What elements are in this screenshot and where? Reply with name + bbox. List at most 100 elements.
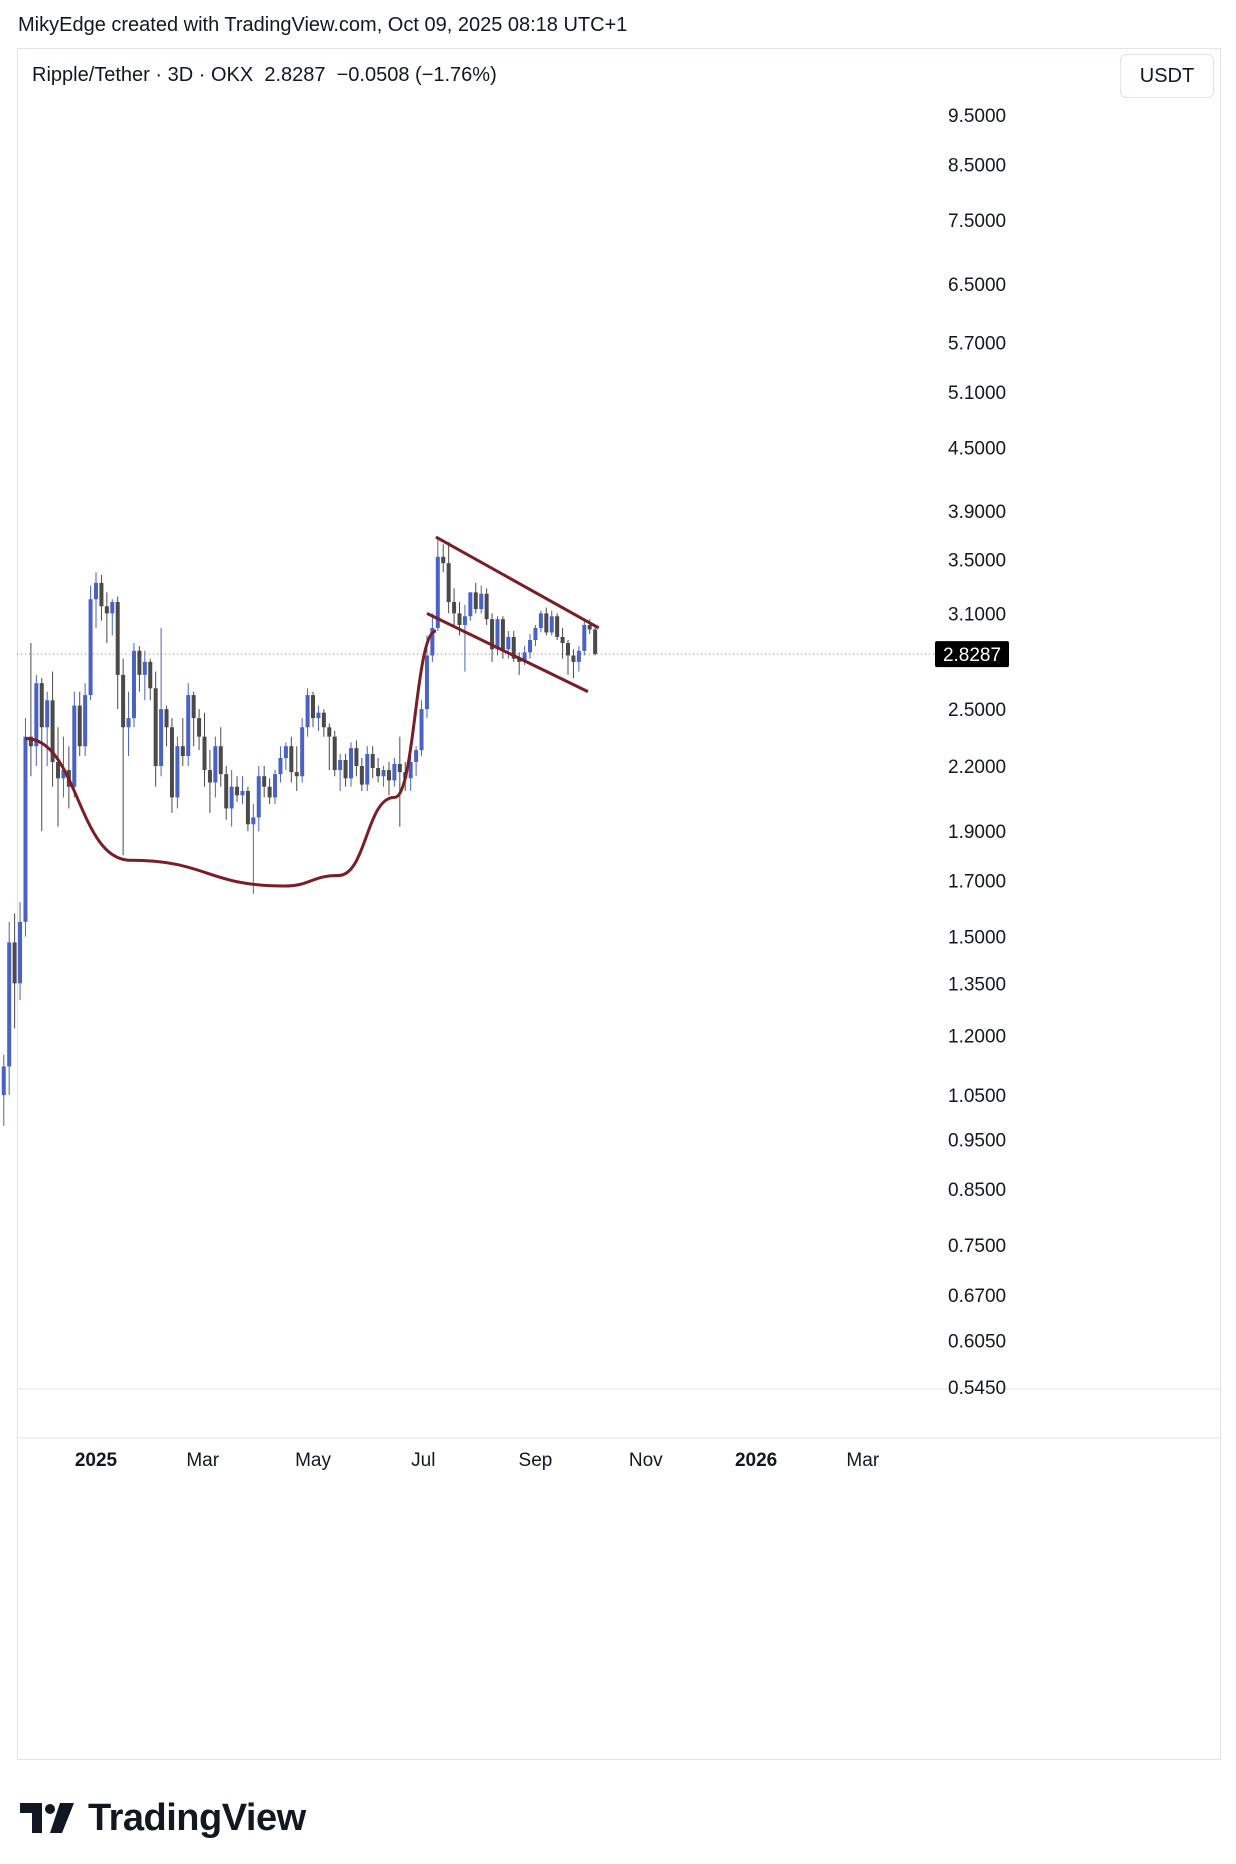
price-change-value: −0.0508 (−1.76%) xyxy=(336,64,497,86)
candle-body xyxy=(549,616,554,633)
candle-body xyxy=(462,616,467,626)
candle xyxy=(538,610,543,633)
candle xyxy=(131,643,136,728)
candle xyxy=(99,574,104,621)
candle-body xyxy=(283,746,288,758)
candle xyxy=(462,604,467,672)
time-tick-label: 2025 xyxy=(75,1450,118,1471)
candle-body xyxy=(457,613,462,626)
candle xyxy=(549,610,554,636)
candle xyxy=(555,613,560,641)
candle xyxy=(72,691,77,798)
price-tick-label: 4.5000 xyxy=(948,439,1006,460)
candle xyxy=(251,803,256,895)
currency-button[interactable]: USDT xyxy=(1120,54,1214,98)
time-tick-label: 2026 xyxy=(735,1450,777,1471)
price-tick-label: 0.8500 xyxy=(948,1180,1006,1201)
price-axis[interactable]: 9.5000 8.5000 7.5000 6.5000 5.7000 5.1000 4.50… xyxy=(935,106,1009,1399)
candle xyxy=(137,646,142,692)
candle xyxy=(153,671,158,787)
candle-body xyxy=(593,629,598,654)
candle-body xyxy=(473,592,478,610)
candle-body xyxy=(348,748,353,779)
candle-body xyxy=(338,759,343,771)
time-tick-label: Mar xyxy=(186,1450,219,1471)
candle-body xyxy=(424,655,429,710)
candle-body xyxy=(343,759,348,779)
candle xyxy=(414,746,419,777)
candle xyxy=(240,776,245,804)
candle-body xyxy=(419,709,424,751)
candle xyxy=(56,727,61,827)
candle xyxy=(528,633,533,659)
time-tick-label: Nov xyxy=(629,1450,663,1471)
candle-body xyxy=(582,625,587,651)
candle xyxy=(213,736,218,798)
time-tick-label: Jul xyxy=(411,1450,435,1471)
time-axis[interactable]: 2025 Mar May Jul Sep Nov 2026 Mar xyxy=(75,1450,880,1471)
candle-body xyxy=(131,650,136,719)
tradingview-logo[interactable]: TradingView xyxy=(20,1796,306,1840)
candle-body xyxy=(121,674,126,728)
candle xyxy=(34,674,39,766)
tradingview-logo-icon xyxy=(20,1803,74,1833)
drawings[interactable] xyxy=(25,535,600,888)
candle-body xyxy=(321,712,326,728)
price-tick-label: 3.9000 xyxy=(948,502,1006,523)
price-tick-label: 2.2000 xyxy=(948,757,1006,778)
candle-body xyxy=(267,786,272,798)
candle xyxy=(479,585,484,614)
candle-body xyxy=(370,754,375,769)
price-tick-label: 5.1000 xyxy=(948,383,1006,404)
candle-body xyxy=(39,683,44,728)
candle-body xyxy=(186,695,191,756)
candle xyxy=(571,649,576,679)
candle xyxy=(517,652,522,675)
candle xyxy=(12,913,17,1029)
candle xyxy=(332,731,337,777)
candle-body xyxy=(571,655,576,662)
candle-body xyxy=(392,763,397,781)
candle-body xyxy=(479,593,484,610)
candle-body xyxy=(1,1066,6,1096)
candle xyxy=(169,718,174,813)
candle-body xyxy=(251,817,256,825)
candle xyxy=(392,757,397,787)
candle-body xyxy=(533,627,538,641)
candle-body xyxy=(7,942,12,1067)
candle-body xyxy=(110,602,115,614)
price-tick-label: 5.7000 xyxy=(948,333,1006,354)
chart-legend: Ripple/Tether · 3D · OKX 2.8287 −0.0508 … xyxy=(32,64,497,87)
candle-body xyxy=(142,661,147,675)
candle-body xyxy=(332,736,337,771)
candle-body xyxy=(197,718,202,737)
candle xyxy=(593,625,598,656)
candle-body xyxy=(18,921,23,984)
candle-body xyxy=(452,602,457,614)
symbol-label[interactable]: Ripple/Tether · 3D · OKX xyxy=(32,64,254,86)
candle-body xyxy=(517,658,522,662)
candle xyxy=(148,658,153,701)
candle-body xyxy=(262,776,267,787)
candle-body xyxy=(381,770,386,777)
price-tick-label: 0.5450 xyxy=(948,1378,1006,1399)
candle-body xyxy=(544,613,549,633)
chart-grid xyxy=(17,653,1220,1439)
candle-body xyxy=(435,556,440,628)
candle xyxy=(473,582,478,614)
candle xyxy=(110,599,115,636)
candle xyxy=(218,727,223,787)
candle xyxy=(18,902,23,1001)
candle xyxy=(376,757,381,783)
price-tick-label: 0.6050 xyxy=(948,1332,1006,1353)
last-price-badge xyxy=(935,641,1009,668)
candle-body xyxy=(555,616,560,637)
candle-body xyxy=(23,736,28,922)
candle-body xyxy=(408,761,413,779)
candle-body xyxy=(202,736,207,771)
price-tick-label: 1.0500 xyxy=(948,1086,1006,1107)
candle xyxy=(300,718,305,783)
price-tick-label: 7.5000 xyxy=(948,211,1006,232)
candle xyxy=(235,776,240,802)
